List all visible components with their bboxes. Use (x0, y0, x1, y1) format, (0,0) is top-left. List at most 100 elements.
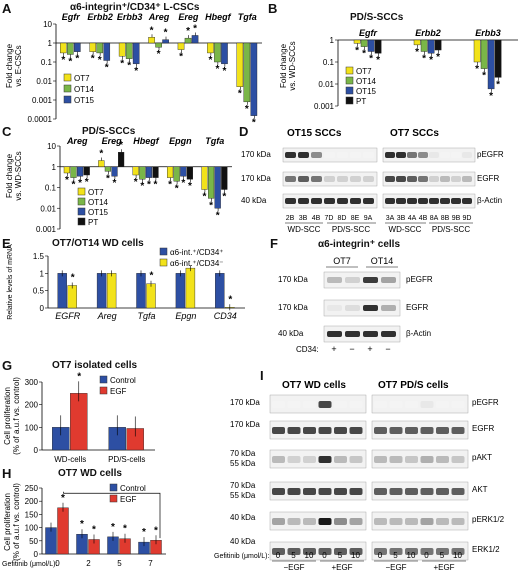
band-label: ERK1/2 (472, 545, 500, 554)
legend-swatch (77, 217, 86, 226)
blot-band (285, 176, 296, 182)
blot-band (420, 456, 434, 463)
blot-band (405, 518, 418, 525)
blot-band (363, 198, 374, 204)
bar (162, 39, 169, 44)
blot-band (272, 518, 285, 525)
lane-label: 9D (463, 215, 472, 222)
panel-label: B (268, 1, 278, 16)
bar (473, 39, 481, 63)
significance-star: * (154, 180, 158, 191)
panel-title: OT7/OT14 WD cells (52, 238, 144, 249)
y-tick-label: 0.1 (323, 58, 335, 67)
panel-b: B PD/S-SCCs Fold changevs. WD-SCCs 1 0.1 0.… (268, 0, 520, 112)
dose-label: 10 (305, 551, 314, 560)
blot-band (462, 176, 472, 182)
blot-band (451, 456, 465, 463)
significance-star: * (123, 524, 127, 535)
blot-band (436, 427, 449, 434)
blot-band (436, 488, 449, 495)
legend-swatch (99, 375, 108, 384)
dose-label: 5 (440, 551, 445, 560)
y-tick-label: 1 (48, 39, 53, 48)
blot-band (436, 548, 449, 555)
blot-band (429, 176, 439, 182)
bar (221, 42, 228, 65)
significance-star: * (147, 180, 151, 191)
bar (117, 152, 125, 167)
blot-band (429, 152, 439, 158)
chart-b: Fold changevs. WD-SCCs10.10.010.001Egfr*… (279, 28, 518, 111)
band-label: EGFR (477, 174, 499, 183)
blot-band (436, 518, 449, 525)
blot-band (385, 152, 395, 158)
blot-strip (269, 481, 367, 501)
bar (57, 507, 69, 555)
lane-label: 7D (325, 215, 334, 222)
significance-star: * (496, 79, 500, 90)
category-label: Tgfa (137, 311, 155, 321)
panel-c: C PD/S-SCCs Fold changevs. WD-SCCs 10 1 0.1… (0, 124, 235, 234)
category-label: CD34 (214, 311, 237, 321)
blot-band (337, 198, 348, 204)
blot-band (324, 152, 335, 158)
legend-swatch (345, 76, 354, 85)
bar (148, 37, 155, 44)
significance-star: * (150, 271, 154, 282)
chart-h: Cell proliferation(% of a.u.f vs. contro… (2, 483, 166, 568)
significance-star: * (216, 64, 220, 75)
blot-strip (371, 511, 469, 531)
bar (177, 42, 185, 50)
dose-label: 0 (378, 551, 383, 560)
blot-band (374, 401, 387, 408)
y-tick-label: 0.5 (33, 287, 45, 296)
blot-band (374, 427, 387, 434)
bar (184, 37, 192, 44)
band-label: β-Actin (406, 329, 431, 338)
legend-swatch (77, 197, 86, 206)
panel-d: D OT15 SCCs OT7 SCCs 170 kDa 170 kDa 40 kDa p… (237, 124, 520, 234)
blot-band (334, 488, 347, 495)
legend-swatch (345, 96, 354, 105)
significance-star: * (68, 56, 72, 67)
legend-swatch (99, 386, 108, 395)
chart-c: Fold changevs. WD-SCCs 10 1 0.1 0.01 0.001 Are… (5, 136, 232, 234)
y-axis-label: Cell proliferation(% of a.u.f vs. contro… (3, 377, 21, 455)
bar (106, 273, 117, 309)
legend-swatch (63, 84, 72, 93)
blot-band (298, 152, 309, 158)
blot-band (405, 456, 418, 463)
lane-label: 3A (386, 215, 395, 222)
condition-label: +EGF (433, 563, 454, 572)
significance-star: * (238, 89, 242, 100)
blot-d: OT15 SCCs OT7 SCCs 170 kDa 170 kDa 40 kDa pEG… (241, 128, 504, 234)
y-tick-label: 0.0001 (28, 115, 53, 124)
significance-star: * (355, 45, 359, 56)
mw-marker: 55 kDa (230, 491, 256, 500)
legend-swatch (77, 207, 86, 216)
bar (96, 273, 107, 309)
blot-band (429, 198, 439, 204)
blot-strip (269, 420, 367, 440)
y-tick-label: 0.1 (41, 58, 53, 67)
condition-label: −EGF (283, 563, 304, 572)
significance-star: * (119, 140, 123, 151)
significance-star: * (222, 192, 226, 203)
mw-marker: 70 kDa (230, 449, 256, 458)
bar (214, 42, 221, 63)
blot-band (451, 401, 465, 408)
blot-band (405, 488, 418, 495)
blot-band (272, 488, 285, 495)
bar (427, 39, 435, 54)
significance-star: * (142, 527, 146, 538)
blot-f: OT7 OT14 170 kDa 170 kDa 40 kDa pEGFR EGFR β-Ac… (278, 256, 433, 354)
category-label: Tgfa (205, 136, 224, 146)
dose-label: 5 (338, 551, 343, 560)
blot-band (298, 198, 309, 204)
blot-band (451, 518, 465, 525)
blot-band (327, 305, 342, 311)
blot-band (334, 401, 347, 408)
panel-label: I (260, 368, 264, 383)
panel-a: A α6-integrin⁺/CD34⁺ L-CSCs Fold changev… (0, 0, 265, 125)
significance-star: * (98, 55, 102, 66)
